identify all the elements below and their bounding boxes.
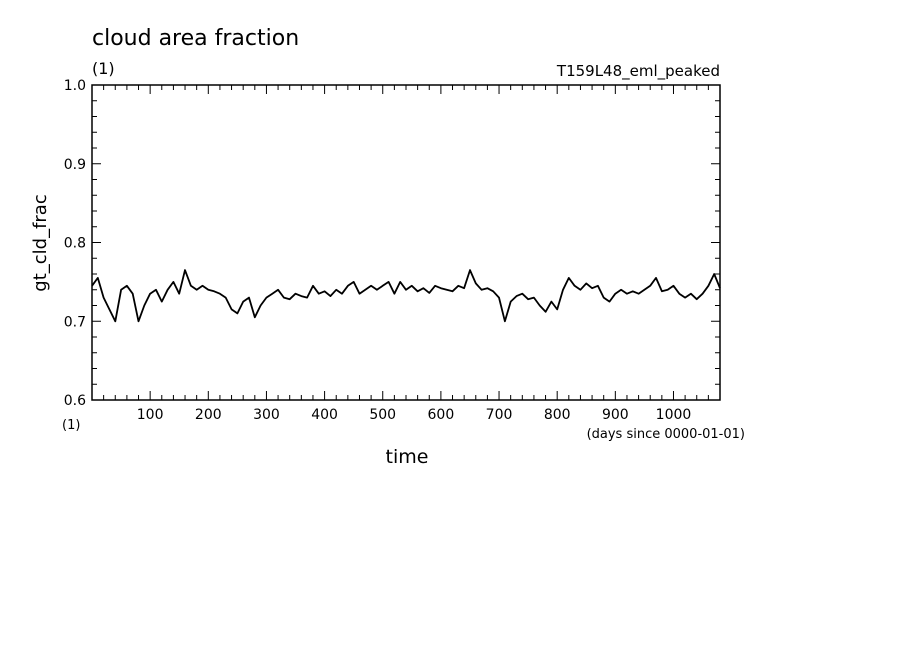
x-axis-units: (days since 0000-01-01) bbox=[587, 427, 745, 442]
x-tick-label: 400 bbox=[311, 407, 338, 423]
x-tick-label: 800 bbox=[544, 407, 571, 423]
x-tick-label: 200 bbox=[195, 407, 222, 423]
title-units: (1) bbox=[92, 59, 115, 78]
x-tick-label: 100 bbox=[137, 407, 164, 423]
plot-area bbox=[91, 84, 721, 401]
x-tick-label: 500 bbox=[369, 407, 396, 423]
chart-title: cloud area fraction bbox=[92, 26, 299, 51]
experiment-label: T159L48_eml_peaked bbox=[556, 62, 720, 81]
y-axis-units: (1) bbox=[62, 418, 80, 433]
y-tick-label: 1.0 bbox=[64, 78, 86, 94]
x-tick-label: 1000 bbox=[656, 407, 692, 423]
x-axis-label: time bbox=[386, 446, 429, 468]
y-tick-label: 0.8 bbox=[64, 236, 86, 252]
y-axis-label: gt_cld_frac bbox=[30, 194, 51, 291]
x-tick-label: 300 bbox=[253, 407, 280, 423]
x-tick-label: 900 bbox=[602, 407, 629, 423]
y-tick-label: 0.6 bbox=[64, 393, 86, 409]
x-axis: 100 200 300 400 500 600 700 800 900 1000 bbox=[103, 85, 709, 423]
y-axis: 0.6 0.7 0.8 0.9 1.0 bbox=[64, 78, 720, 409]
x-tick-label: 600 bbox=[428, 407, 455, 423]
y-tick-label: 0.9 bbox=[64, 157, 86, 173]
y-tick-label: 0.7 bbox=[64, 314, 86, 330]
series-line bbox=[91, 269, 721, 323]
x-tick-label: 700 bbox=[486, 407, 513, 423]
